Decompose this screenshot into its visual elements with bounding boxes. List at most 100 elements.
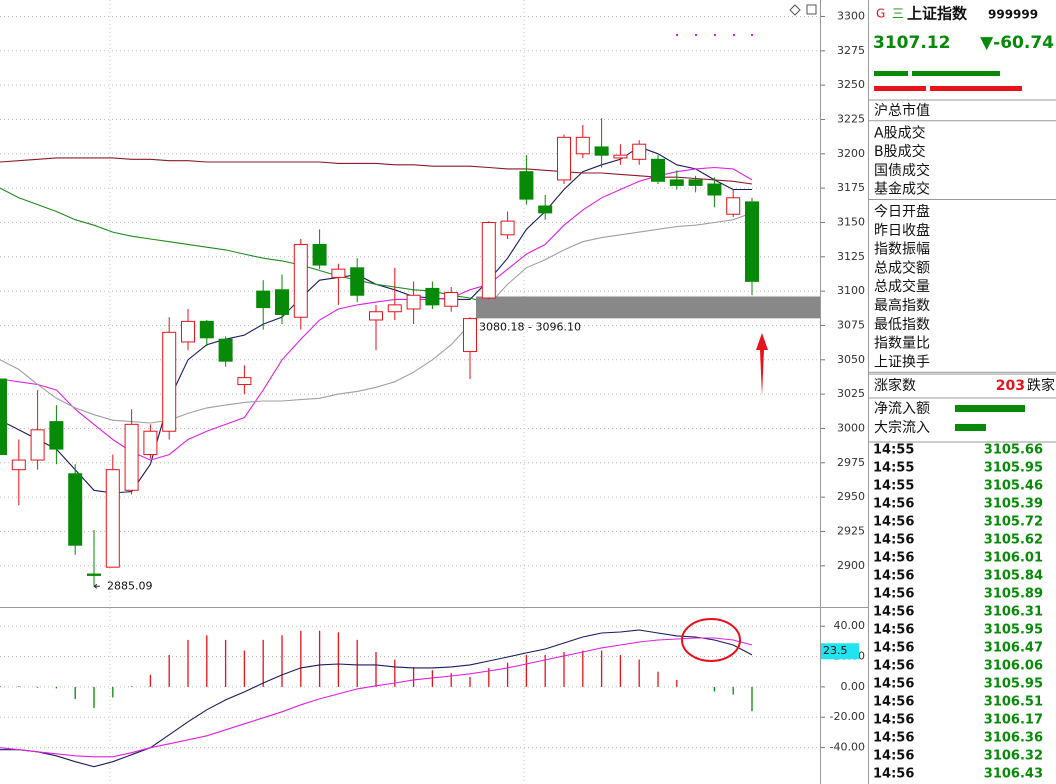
current-value-label: 23.5	[823, 644, 848, 657]
flow-bar	[955, 424, 986, 431]
y-tick-label: 3075	[837, 318, 865, 331]
strength-bar	[930, 86, 1022, 91]
candle-body	[463, 318, 477, 353]
candle-body	[87, 573, 101, 576]
candle-body	[726, 197, 741, 215]
tick-price: 3105.95	[984, 461, 1043, 476]
tick-time: 14:55	[873, 443, 914, 458]
candle-body	[500, 220, 515, 236]
candle-body	[481, 221, 496, 299]
candle-body	[350, 267, 365, 296]
tick-time: 14:55	[873, 479, 914, 494]
indicator-line	[0, 629, 753, 768]
y-tick-label: 0.00	[841, 680, 866, 693]
y-tick-label: 3225	[837, 112, 865, 125]
candle-body	[11, 459, 26, 471]
square-icon[interactable]	[806, 4, 817, 15]
candle-body	[124, 423, 139, 491]
icon: 三	[892, 7, 904, 21]
y-tick-label: 3025	[837, 387, 865, 400]
y-tick-label: 3100	[837, 284, 865, 297]
candle-body	[406, 294, 421, 310]
y-tick-label: 40.00	[834, 619, 866, 632]
candle-body	[632, 143, 647, 160]
tick-time: 14:56	[873, 587, 914, 602]
tick-time: 14:56	[873, 767, 914, 782]
tick-time: 14:56	[873, 659, 914, 674]
stat-label: 基金成交	[874, 181, 930, 198]
circle-annotation	[681, 618, 741, 662]
stat-label: 国债成交	[874, 162, 930, 179]
candle-body	[162, 331, 177, 432]
tick-time: 14:56	[873, 605, 914, 620]
candle-body	[369, 311, 383, 321]
diamond-icon[interactable]	[789, 4, 801, 16]
stat-label: 指数振幅	[874, 242, 930, 258]
stat-label: 上证换手	[874, 353, 930, 370]
tick-price: 3105.46	[984, 479, 1043, 494]
stat-label: B股成交	[874, 143, 926, 160]
indicator-line	[0, 157, 753, 185]
tick-time: 14:56	[873, 677, 914, 692]
low-pointer	[93, 583, 100, 589]
advancers-count: 203	[996, 378, 1025, 394]
candle-body	[218, 338, 233, 362]
tick-price: 3105.62	[984, 533, 1043, 548]
indicator-line	[0, 637, 753, 758]
tick-price: 3106.06	[984, 659, 1043, 674]
stat-label: A股成交	[874, 124, 926, 141]
tick-price: 3105.95	[984, 677, 1043, 692]
tick-time: 14:56	[873, 623, 914, 638]
tick-time: 14:56	[873, 515, 914, 530]
candle-body	[293, 243, 308, 318]
tick-time: 14:56	[873, 497, 914, 512]
tick-price: 3105.72	[984, 515, 1043, 530]
y-tick-label: 3125	[837, 250, 865, 263]
candle-body	[538, 205, 553, 214]
tick-time: 14:56	[873, 695, 914, 710]
index-code: 999999	[988, 8, 1038, 22]
last-price: 3107.12	[873, 33, 950, 53]
arrow-annotation	[756, 333, 768, 396]
candle-body	[557, 136, 571, 181]
quote-panel: G 三上证指数 999999 3107.12 ▼-60.74 沪总市值 A股成交 B股成交国债…	[869, 5, 1056, 782]
grid-layer	[0, 15, 820, 749]
tick-time: 14:56	[873, 641, 914, 656]
tick-price: 3105.84	[984, 569, 1043, 584]
stat-label: 指数量比	[874, 336, 930, 352]
index-name: 上证指数	[907, 5, 968, 23]
advancers-label: 涨家数	[874, 377, 916, 394]
tick-time: 14:55	[873, 461, 914, 476]
candle-body	[237, 377, 252, 386]
tick-time: 14:56	[873, 731, 914, 746]
candle-body	[275, 289, 289, 315]
flow-bar	[955, 405, 1025, 412]
axis-layer: 3300 3275 3250 3225 3200 3175 3150 3125 3100 3075…	[93, 9, 866, 754]
tick-price: 3106.47	[984, 641, 1043, 656]
candle-body	[651, 158, 665, 182]
tick-price: 3106.32	[984, 749, 1043, 764]
candle-body	[0, 378, 7, 456]
y-tick-label: 2975	[837, 456, 865, 469]
marker-dots	[676, 34, 753, 36]
candle-body	[444, 292, 459, 307]
candle-body	[49, 421, 64, 450]
y-tick-label: -40.00	[830, 741, 865, 754]
tick-price: 3105.89	[984, 587, 1043, 602]
tick-time: 14:56	[873, 713, 914, 728]
candle-body	[425, 287, 440, 306]
y-tick-label: 2950	[837, 490, 865, 503]
tick-price: 3106.31	[984, 605, 1043, 620]
strength-bar	[874, 71, 908, 76]
low-label: 2885.09	[107, 579, 153, 592]
candle-body	[105, 469, 120, 568]
zone-label: 3080.18 - 3096.10	[479, 320, 581, 333]
candle-body	[594, 146, 609, 156]
stat-label: 今日开盘	[874, 203, 930, 220]
candle-body	[199, 320, 214, 339]
tick-price: 3105.95	[984, 623, 1043, 638]
candle-body	[312, 243, 327, 266]
tick-price: 3106.43	[984, 767, 1043, 782]
tick-price: 3106.17	[984, 713, 1043, 728]
tick-price: 3106.51	[984, 695, 1043, 710]
